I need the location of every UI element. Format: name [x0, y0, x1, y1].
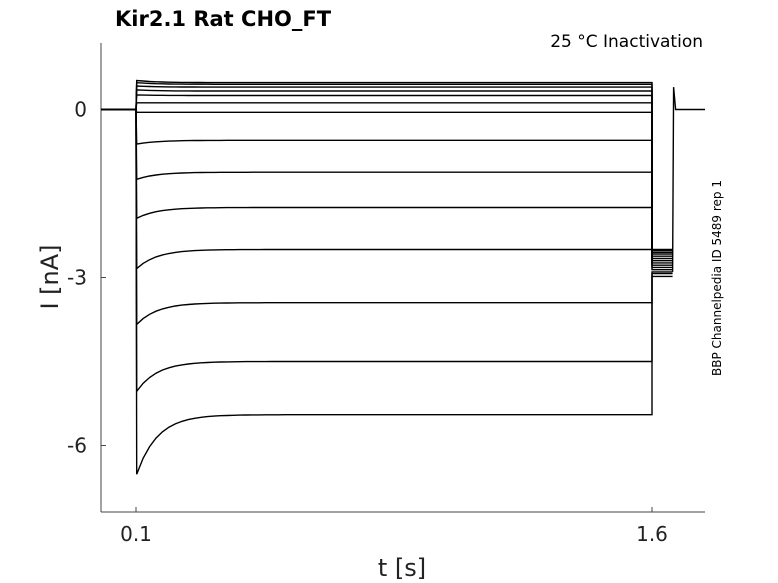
y-tick-label: 0 [74, 98, 87, 122]
y-tick-label: -3 [67, 266, 87, 290]
chart-subtitle: 25 °C Inactivation [550, 32, 703, 52]
current-trace [101, 108, 673, 394]
current-trace [101, 79, 673, 251]
holding-return-trace [671, 87, 705, 272]
current-trace [101, 108, 673, 262]
current-trace [101, 102, 673, 260]
x-tick-label: 0.1 [120, 522, 152, 546]
current-trace [101, 108, 673, 475]
y-axis-label: I [nA] [36, 244, 64, 309]
chart-title: Kir2.1 Rat CHO_FT [115, 7, 332, 31]
x-axis-label: t [s] [378, 554, 426, 582]
traces [101, 79, 705, 475]
channelpedia-note: BBP Channelpedia ID 5489 rep 1 [710, 180, 724, 376]
current-trace [101, 108, 673, 269]
y-tick-label: -6 [67, 434, 87, 458]
current-trace [101, 108, 673, 264]
current-trace [101, 94, 673, 257]
current-trace [101, 108, 673, 326]
x-tick-label: 1.6 [636, 522, 668, 546]
current-trace [101, 85, 673, 253]
current-trace [101, 81, 673, 252]
x-ticks: 0.1 1.6 [120, 507, 668, 546]
plot-area: 0 -3 -6 0.1 1.6 [67, 43, 705, 546]
current-trace [101, 89, 673, 255]
current-trace [101, 108, 673, 271]
current-trace [101, 108, 673, 266]
y-ticks: 0 -3 -6 [67, 98, 106, 458]
